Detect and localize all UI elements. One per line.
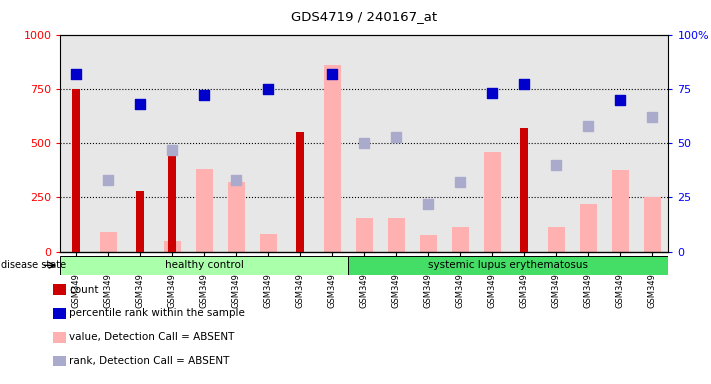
Text: systemic lupus erythematosus: systemic lupus erythematosus (428, 260, 589, 270)
Point (550, 162, 562, 168)
Point (455, 179, 466, 185)
Bar (380, 35, 412, 252)
Bar (547, 227, 565, 252)
Bar (444, 35, 476, 252)
Bar (316, 35, 348, 252)
Point (71, 71, 82, 77)
Bar (451, 227, 469, 252)
Bar (419, 235, 437, 252)
Bar (483, 152, 501, 252)
Text: value, Detection Call = ABSENT: value, Detection Call = ABSENT (69, 332, 235, 342)
Point (230, 177, 242, 183)
Point (422, 201, 434, 207)
Bar (73, 89, 80, 252)
Bar (387, 218, 405, 252)
Text: healthy control: healthy control (165, 260, 244, 270)
Bar (164, 241, 181, 252)
Point (103, 177, 114, 183)
Bar (169, 152, 176, 252)
Text: GDS4719 / 240167_at: GDS4719 / 240167_at (292, 10, 437, 23)
Bar (540, 35, 572, 252)
Bar (356, 218, 373, 252)
Point (391, 134, 402, 140)
Bar (324, 65, 341, 252)
Bar (60, 35, 92, 252)
Bar (92, 35, 124, 252)
Bar (296, 132, 304, 252)
Bar (611, 170, 629, 252)
Bar (137, 191, 144, 252)
Bar (196, 169, 213, 252)
Point (198, 92, 210, 98)
Bar (124, 35, 156, 252)
Bar (100, 232, 117, 252)
Point (135, 101, 146, 107)
Bar (579, 204, 597, 252)
FancyBboxPatch shape (348, 256, 668, 275)
Point (583, 122, 594, 129)
FancyBboxPatch shape (60, 256, 348, 275)
Point (262, 86, 274, 92)
Point (647, 114, 658, 120)
Bar (348, 35, 380, 252)
Point (166, 146, 178, 152)
Text: disease state: disease state (1, 260, 66, 270)
Text: rank, Detection Call = ABSENT: rank, Detection Call = ABSENT (69, 356, 230, 366)
Text: percentile rank within the sample: percentile rank within the sample (69, 308, 245, 318)
Bar (260, 234, 277, 252)
Point (326, 71, 338, 77)
Point (358, 140, 370, 146)
Point (518, 81, 530, 88)
Bar (228, 182, 245, 252)
Bar (636, 35, 668, 252)
Bar (284, 35, 316, 252)
Bar (412, 35, 444, 252)
Bar (476, 35, 508, 252)
Bar (156, 35, 188, 252)
Bar (252, 35, 284, 252)
Bar (188, 35, 220, 252)
Bar (643, 197, 661, 252)
Text: count: count (69, 285, 98, 295)
Bar (572, 35, 604, 252)
Bar (508, 35, 540, 252)
Bar (220, 35, 252, 252)
Bar (604, 35, 636, 252)
Point (614, 97, 626, 103)
Bar (520, 128, 528, 252)
Point (486, 90, 498, 96)
